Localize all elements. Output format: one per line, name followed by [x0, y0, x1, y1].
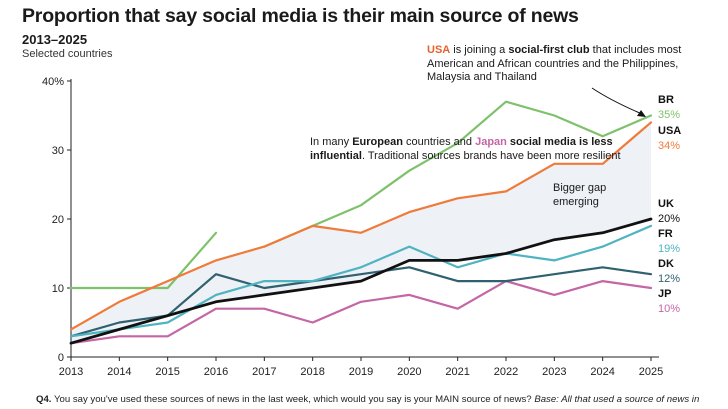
europe-annotation-japan: Japan: [475, 136, 507, 148]
usa-annotation-country: USA: [427, 44, 451, 56]
series-value-label-dk: 12%: [658, 273, 680, 285]
x-tick-label: 2024: [590, 366, 614, 378]
x-tick-label: 2013: [59, 366, 83, 378]
chart-title: Proportion that say social media is thei…: [22, 5, 579, 27]
chart-subnote: Selected countries: [22, 48, 113, 60]
end-labels-layer: BR 35% USA 34% UK 20% FR 19% DK 12% JP 10%: [658, 94, 681, 315]
series-name-label-jp: JP: [658, 288, 671, 300]
usa-annotation: USA is joining a social-first club that …: [427, 44, 707, 85]
europe-annotation-bold2: social media is less influential: [310, 136, 613, 162]
usa-annotation-text1: is joining a: [450, 44, 509, 56]
footnote-prefix: Q4.: [36, 394, 52, 405]
y-tick-label: 10: [52, 283, 64, 295]
footnote-base: Base: All that used a source of news in: [534, 394, 700, 405]
europe-annotation-bold1: European: [352, 136, 403, 148]
series-line-usa: [69, 121, 653, 331]
footnote: Q4. You say you've used these sources of…: [36, 394, 699, 405]
x-tick-label: 2017: [252, 366, 276, 378]
y-tick-label: 20: [52, 214, 64, 226]
x-tick-label: 2014: [107, 366, 131, 378]
series-line-jp: [69, 280, 653, 345]
usa-annotation-text2: that includes most American and African …: [427, 44, 682, 83]
series-line-uk: [69, 217, 653, 345]
series-name-label-fr: FR: [658, 228, 673, 240]
europe-annotation-text1: In many: [310, 136, 353, 148]
gap-annotation: Bigger gap emerging: [553, 182, 607, 208]
series-line-fr: [69, 224, 653, 338]
x-tick-label: 2021: [445, 366, 469, 378]
series-name-label-dk: DK: [658, 258, 674, 270]
x-tick-label: 2020: [397, 366, 421, 378]
x-tick-label: 2023: [542, 366, 566, 378]
europe-annotation-text3: . Traditional sources brands have been m…: [361, 149, 621, 162]
series-layer: [69, 100, 653, 345]
y-tick-label: 30: [52, 145, 64, 157]
footnote-text: You say you've used these sources of new…: [51, 394, 535, 405]
x-tick-label: 2019: [349, 366, 373, 378]
x-tick-label: 2022: [494, 366, 518, 378]
x-tick-label: 2015: [155, 366, 179, 378]
series-value-label-br: 35%: [658, 109, 680, 121]
europe-annotation: In many European countries and Japan soc…: [310, 136, 645, 163]
series-value-label-fr: 19%: [658, 243, 680, 255]
series-name-label-uk: UK: [658, 198, 674, 210]
series-value-label-jp: 10%: [658, 303, 680, 315]
annotation-arrow-head: [637, 110, 646, 117]
chart-subtitle: 2013–2025: [22, 32, 88, 47]
y-tick-label: 40%: [42, 76, 64, 88]
annotation-arrow-layer: [591, 87, 646, 117]
y-tick-label: 0: [58, 352, 64, 364]
x-tick-label: 2016: [204, 366, 228, 378]
axes-layer: 0 10 20 30 40% 2013 2014 2015 2016 2017 2018 2019 20…: [42, 76, 663, 378]
annotation-arrow-line: [591, 87, 643, 115]
usa-annotation-bold: social-first club: [508, 44, 590, 56]
series-name-label-usa: USA: [658, 125, 681, 137]
series-value-label-uk: 20%: [658, 213, 680, 225]
series-name-label-br: BR: [658, 94, 674, 106]
series-value-label-usa: 34%: [658, 140, 680, 152]
x-tick-label: 2018: [300, 366, 324, 378]
x-tick-label: 2025: [639, 366, 663, 378]
europe-annotation-text2: countries and: [402, 136, 476, 148]
series-line-br: [69, 100, 653, 290]
